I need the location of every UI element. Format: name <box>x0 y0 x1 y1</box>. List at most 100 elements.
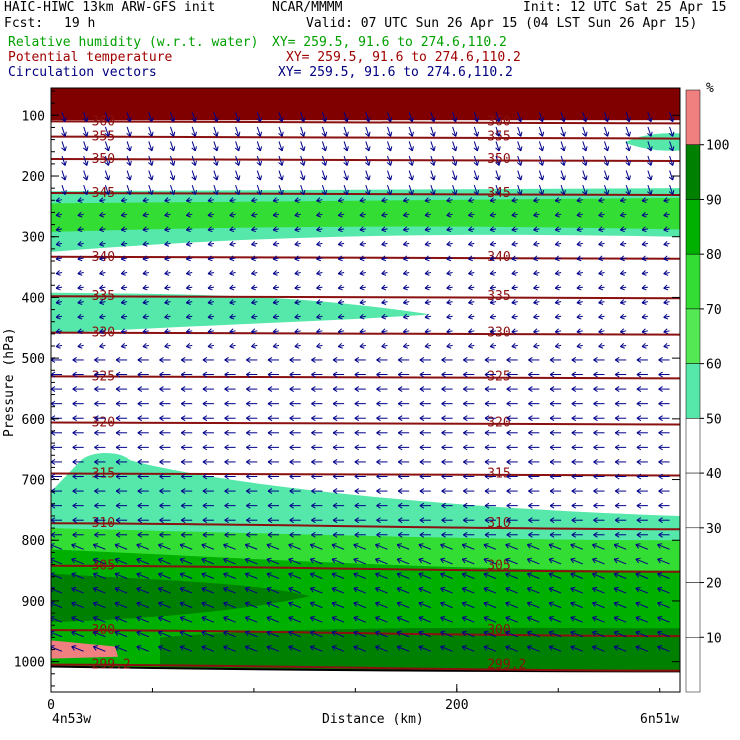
wind-vector <box>267 386 279 393</box>
wind-vector <box>229 313 236 320</box>
wind-vector <box>571 371 583 378</box>
wind-vector <box>266 557 280 565</box>
wind-vector <box>316 255 323 262</box>
wind-vector <box>658 386 670 393</box>
wind-vector <box>463 400 475 407</box>
wind-vector <box>72 357 84 363</box>
wind-vector <box>468 255 475 262</box>
wind-vector <box>266 616 280 623</box>
wind-vector <box>72 386 84 393</box>
wind-vector <box>440 630 453 638</box>
wind-vector <box>185 270 193 276</box>
wind-vector <box>120 342 128 349</box>
wind-vector <box>331 601 345 609</box>
wind-vector <box>397 459 410 465</box>
wind-vector <box>289 429 301 436</box>
theta-label-320-0: 320 <box>92 415 115 430</box>
wind-vector <box>603 126 610 137</box>
wind-vector <box>185 255 193 262</box>
wind-vector <box>321 126 328 137</box>
wind-vector <box>495 170 501 181</box>
wind-vector <box>359 342 366 349</box>
wind-vector <box>375 557 388 565</box>
wind-vector <box>560 170 566 181</box>
wind-vector <box>202 459 214 465</box>
wind-vector <box>473 184 480 195</box>
wind-vector <box>376 459 388 465</box>
wind-vector <box>419 429 431 436</box>
wind-vector <box>77 255 84 262</box>
wind-vector <box>548 572 562 579</box>
wind-vector <box>483 557 497 565</box>
wind-vector <box>506 415 518 422</box>
wind-vector <box>359 299 366 305</box>
wind-vector <box>495 112 501 123</box>
wind-vector <box>77 211 84 218</box>
wind-vector <box>120 240 128 247</box>
wind-vector <box>61 155 67 166</box>
wind-vector <box>397 488 410 494</box>
wind-vector <box>94 473 106 480</box>
wind-vector <box>619 255 627 262</box>
wind-vector <box>473 112 480 123</box>
wind-vector <box>396 586 410 594</box>
theta-label-360-0: 360 <box>92 114 115 129</box>
wind-vector <box>613 630 627 638</box>
wind-vector <box>365 170 371 181</box>
wind-vector <box>381 211 388 218</box>
wind-vector <box>381 328 388 335</box>
wind-vector <box>484 371 496 378</box>
wind-vector <box>528 473 540 480</box>
wind-vector <box>441 386 453 393</box>
wind-vector <box>593 531 605 538</box>
wind-vector <box>592 616 605 623</box>
wind-vector <box>554 255 562 262</box>
wind-vector <box>446 313 453 320</box>
wind-vector <box>224 429 236 436</box>
wind-vector <box>446 299 453 305</box>
y-tick-label: 600 <box>22 413 45 428</box>
wind-vector <box>570 616 583 623</box>
wind-vector <box>396 616 410 623</box>
wind-vector <box>51 517 62 524</box>
wind-vector <box>311 473 323 480</box>
wind-vector <box>511 313 518 320</box>
wind-vector <box>554 197 562 204</box>
wind-vector <box>354 357 366 363</box>
wind-vector <box>321 184 328 195</box>
wind-vector <box>516 141 523 152</box>
wind-vector <box>72 415 84 422</box>
theta-label-310-0: 310 <box>92 516 115 531</box>
y-tick-label: 1000 <box>14 656 45 671</box>
wind-vector <box>511 270 518 276</box>
wind-vector <box>191 184 197 195</box>
wind-vector <box>463 429 475 436</box>
wind-vector <box>246 400 258 407</box>
theta-label-299.2-0: 299.2 <box>92 658 131 673</box>
wind-vector <box>582 170 588 181</box>
wind-vector <box>533 284 540 291</box>
wind-vector <box>201 630 215 638</box>
wind-vector <box>636 473 648 480</box>
wind-vector <box>463 502 475 509</box>
wind-vector <box>114 586 128 594</box>
wind-vector <box>533 255 540 262</box>
wind-vector <box>185 342 193 349</box>
wind-vector <box>266 572 280 579</box>
wind-vector <box>136 601 149 609</box>
wind-vector <box>375 586 388 594</box>
wind-vector <box>402 284 410 291</box>
wind-vector <box>251 255 258 262</box>
wind-vector <box>657 601 670 609</box>
wind-vector <box>402 226 410 233</box>
wind-vector <box>381 240 388 247</box>
wind-vector <box>142 313 149 320</box>
wind-vector <box>229 299 236 305</box>
colorbar-segment <box>685 472 701 529</box>
plot-frame <box>50 87 681 693</box>
wind-vector <box>658 459 670 465</box>
wind-vector <box>289 400 301 407</box>
wind-vector <box>571 459 583 465</box>
wind-vector <box>92 543 106 550</box>
